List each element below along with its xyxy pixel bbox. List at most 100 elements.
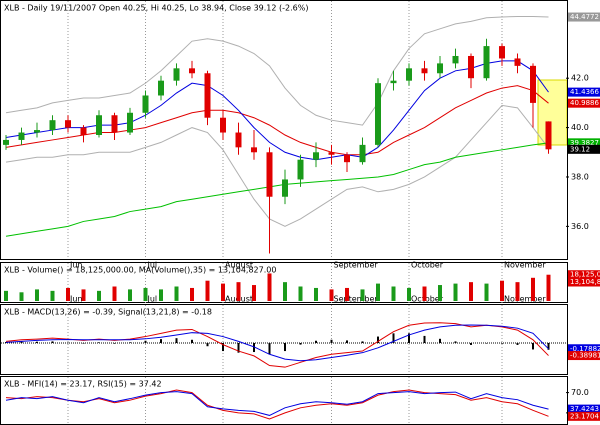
y-tick-label: 36.0 [571, 222, 589, 231]
volume-bar [531, 277, 535, 301]
value-badge-label: 37.4243 [570, 405, 599, 413]
volume-bar [174, 286, 179, 301]
candle-body [390, 80, 397, 84]
candle-body [96, 115, 102, 135]
volume-bar [50, 290, 55, 301]
candle-body [266, 152, 273, 197]
y-tick-label: 38.0 [571, 172, 589, 181]
histogram-bar [501, 343, 503, 344]
y-tick-label: 40.0 [571, 123, 589, 132]
value-badge [568, 270, 600, 280]
value-badge [568, 144, 600, 154]
highlight-box [537, 79, 568, 146]
histogram-bar [361, 341, 364, 343]
x-tick-label: August [225, 261, 253, 270]
value-badge-label: 39.3827 [570, 139, 599, 147]
volume-bar [484, 283, 489, 301]
histogram-bar [67, 342, 69, 344]
volume-bar [469, 282, 473, 301]
value-badge [568, 351, 600, 361]
histogram-bar [299, 343, 302, 345]
volume-bar [376, 283, 380, 301]
volume-bar [159, 289, 163, 301]
volume-bar [19, 292, 24, 301]
volume-bar [221, 283, 225, 301]
value-badge-label: 39.12 [570, 145, 590, 153]
volume-bar [407, 287, 411, 301]
candle-body [313, 152, 319, 160]
volume-bar [438, 285, 442, 301]
candle-body [514, 58, 521, 66]
histogram-bar [20, 341, 23, 343]
volume-bar [236, 282, 241, 301]
x-tick-label: October [411, 261, 444, 270]
histogram-bar [315, 340, 317, 343]
value-badge-label: 40.9886 [570, 99, 599, 107]
series-line [5, 15, 549, 126]
histogram-bar [98, 342, 100, 343]
value-badge-label: -0.17882 [570, 345, 600, 353]
candle-body [251, 147, 257, 153]
candle-body [468, 55, 474, 79]
value-badge [568, 411, 600, 421]
candle-body [18, 132, 25, 140]
histogram-bar [237, 343, 240, 353]
histogram-bar [346, 340, 348, 343]
histogram-bar [377, 336, 379, 343]
candle-body [499, 46, 505, 59]
volume-bar [345, 287, 349, 301]
histogram-bar [82, 343, 85, 344]
value-badge-label: 18,125,000 [570, 271, 600, 279]
histogram-bar [330, 339, 333, 343]
candle-body [34, 130, 40, 133]
histogram-bar [113, 343, 116, 344]
series-line [5, 391, 549, 416]
histogram-bar [175, 338, 178, 343]
volume-bar [4, 290, 8, 301]
x-tick-label: Jul [147, 261, 158, 270]
volume-bar [143, 287, 148, 301]
volume-bar [35, 289, 39, 301]
candle-body [530, 65, 536, 103]
histogram-bar [51, 341, 54, 343]
histogram-bar [206, 343, 209, 347]
series-line [5, 324, 549, 362]
histogram-bar [160, 339, 162, 343]
volume-bar [252, 285, 256, 301]
candle-body [406, 68, 412, 81]
value-badge [568, 12, 600, 22]
histogram-bar [423, 335, 426, 343]
histogram-bar [253, 343, 255, 353]
x-tick-label: November [504, 295, 546, 304]
histogram-bar [532, 343, 534, 350]
histogram-bar [5, 342, 7, 343]
candle-body [220, 117, 226, 133]
volume-bar [97, 290, 101, 301]
volume-bar [500, 280, 504, 301]
candle-body [297, 159, 304, 180]
x-tick-label: September [334, 261, 379, 270]
y-tick-label: 42.0 [571, 74, 589, 83]
histogram-bar [268, 343, 271, 355]
candle-body [375, 83, 381, 145]
candle-body [545, 121, 552, 150]
value-badge [568, 98, 600, 108]
x-tick-label: September [334, 295, 379, 304]
volume-bar [360, 289, 365, 301]
x-tick-label: Jun [69, 295, 83, 304]
histogram-bar [129, 342, 131, 343]
volume-bar [329, 289, 334, 301]
panel-title: XLB - Daily 19/11/2007 Open 40.25, Hi 40… [4, 4, 308, 13]
candle-body [204, 73, 211, 118]
histogram-bar [485, 343, 488, 344]
histogram-bar [144, 340, 147, 343]
volume-bar [314, 287, 318, 301]
x-tick-label: October [411, 295, 444, 304]
histogram-bar [516, 343, 519, 345]
candle-body [282, 179, 288, 197]
candle-body [189, 68, 195, 74]
value-badge [568, 404, 600, 414]
value-badge [568, 344, 600, 354]
